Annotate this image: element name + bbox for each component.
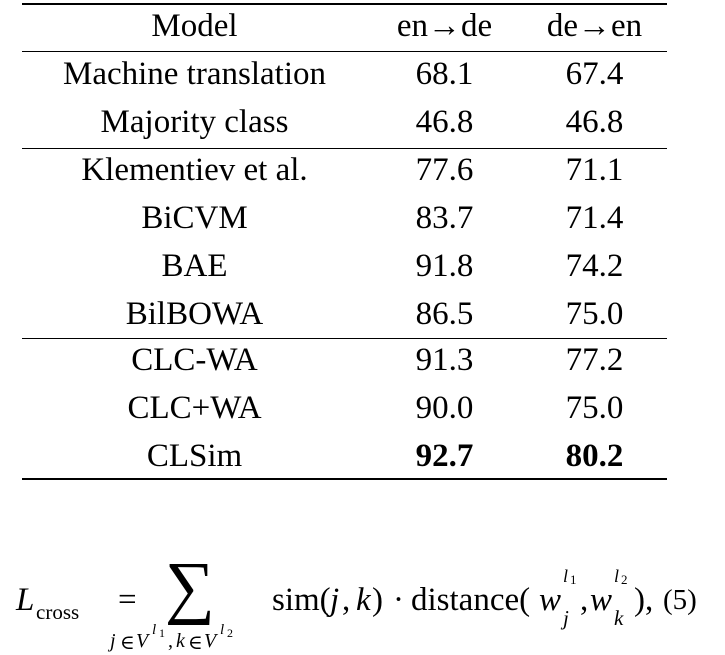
eq-sim-fn: sim( <box>272 582 331 618</box>
eq-w-comma: , <box>580 582 589 618</box>
eq-sim-j: j <box>330 582 340 618</box>
eq-sum-comma: , <box>168 630 173 652</box>
eq-w1-sup-n: 1 <box>570 572 577 587</box>
cell-en-de: 86.5 <box>415 296 474 332</box>
header-model: Model <box>151 8 238 44</box>
cell-de-en: 71.1 <box>565 152 624 188</box>
cell-de-en: 74.2 <box>565 248 624 284</box>
table-header-rule <box>22 51 667 53</box>
cell-de-en: 77.2 <box>565 342 624 378</box>
eq-w2: w <box>590 582 613 618</box>
cell-en-de: 68.1 <box>415 56 474 92</box>
cell-de-en: 46.8 <box>565 104 624 140</box>
eq-w1-sub: j <box>563 606 569 630</box>
eq-lhs-symbol: L <box>16 582 35 618</box>
cell-model: CLC+WA <box>127 390 262 426</box>
eq-sum-set-1: V <box>136 630 149 652</box>
eq-lhs-subscript: cross <box>36 600 80 624</box>
table-row: CLC-WA 91.3 77.2 <box>22 336 667 384</box>
eq-w1-sup-l: l <box>563 566 569 586</box>
eq-w2-sup-l: l <box>614 566 620 586</box>
cell-model: BAE <box>161 248 228 284</box>
eq-sim-close: ) <box>372 582 383 618</box>
eq-sum-in-2: ∈ <box>188 632 203 654</box>
eq-w2-sub: k <box>614 606 624 630</box>
equation-5: L cross = ∑ j ∈ V l 1 , k ∈ V l 2 sim( j… <box>0 549 725 654</box>
cell-de-en: 80.2 <box>565 438 624 474</box>
cell-en-de: 90.0 <box>415 390 474 426</box>
header-en-de: en→de <box>396 8 493 44</box>
table-row: BilBOWA 86.5 75.0 <box>22 290 667 338</box>
cell-model: Majority class <box>100 104 289 140</box>
table-row: BAE 91.8 74.2 <box>22 242 667 290</box>
table-group-rule-2 <box>22 338 667 340</box>
eq-sum-set-2: V <box>204 630 217 652</box>
cell-de-en: 71.4 <box>565 200 624 236</box>
cell-en-de: 46.8 <box>415 104 474 140</box>
header-de-en: de→en <box>546 8 643 44</box>
eq-sum-index-k: k <box>176 630 185 652</box>
eq-number: (5) <box>663 584 697 616</box>
cell-en-de: 92.7 <box>415 438 474 474</box>
eq-w2-sup-n: 2 <box>621 572 628 587</box>
table-row: CLSim 92.7 80.2 <box>22 432 667 480</box>
cell-de-en: 75.0 <box>565 390 624 426</box>
table-row: Klementiev et al. 77.6 71.1 <box>22 146 667 194</box>
table-header-row: Model en→de de→en <box>22 2 667 50</box>
eq-sum-in-1: ∈ <box>120 632 135 654</box>
cell-de-en: 67.4 <box>565 56 624 92</box>
cell-model: Machine translation <box>62 56 326 92</box>
eq-sum-sup-l-1: l <box>152 622 157 638</box>
cell-model: Klementiev et al. <box>81 152 308 188</box>
table-row: Machine translation 68.1 67.4 <box>22 50 667 98</box>
table-row: CLC+WA 90.0 75.0 <box>22 384 667 432</box>
eq-sim-comma: , <box>342 582 351 618</box>
cell-en-de: 91.8 <box>415 248 474 284</box>
table-row: Majority class 46.8 46.8 <box>22 98 667 146</box>
eq-sum-sup-2: 2 <box>227 626 233 640</box>
eq-distance-fn: distance( <box>411 582 531 618</box>
cell-en-de: 91.3 <box>415 342 474 378</box>
eq-dot: · <box>393 582 404 618</box>
eq-w1: w <box>539 582 562 618</box>
cell-model: CLSim <box>146 438 243 474</box>
eq-end: ), <box>634 582 654 618</box>
eq-sim-k: k <box>356 582 371 618</box>
cell-de-en: 75.0 <box>565 296 624 332</box>
cell-model: BilBOWA <box>125 296 264 332</box>
cell-en-de: 77.6 <box>415 152 474 188</box>
eq-sum-index-j: j <box>110 630 116 652</box>
cell-model: CLC-WA <box>131 342 258 378</box>
eq-sum-sup-l-2: l <box>220 622 225 638</box>
cell-en-de: 83.7 <box>415 200 474 236</box>
table-row: BiCVM 83.7 71.4 <box>22 194 667 242</box>
cell-model: BiCVM <box>141 200 248 236</box>
table-group-rule-1 <box>22 148 667 150</box>
eq-equals: = <box>118 582 137 618</box>
table-bottom-rule <box>22 478 667 480</box>
eq-sum-sup-1: 1 <box>159 626 165 640</box>
table-top-rule <box>22 3 667 5</box>
eq-sum-symbol: ∑ <box>165 549 215 626</box>
